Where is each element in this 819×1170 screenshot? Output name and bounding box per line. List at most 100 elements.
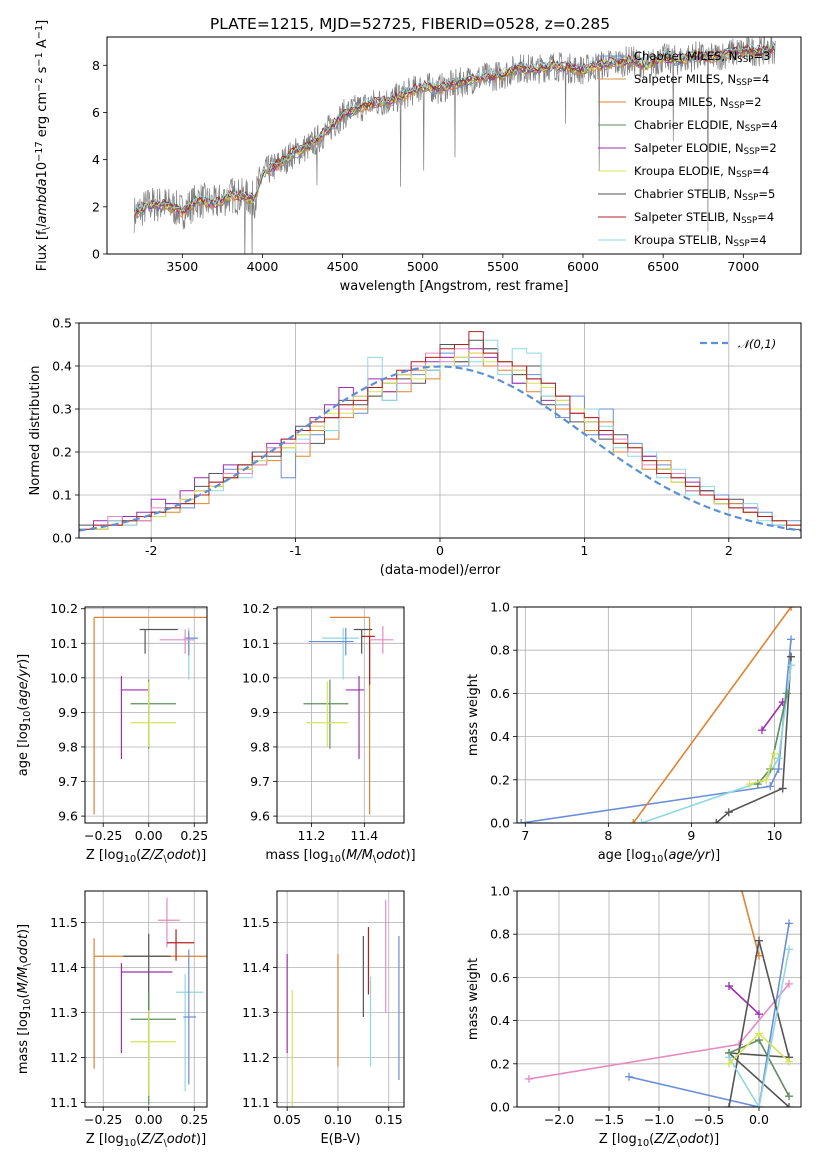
x-tick-label: 0.05 (273, 1112, 301, 1127)
y-tick-label: 0 (92, 247, 100, 262)
x-tick-label: 0.0 (749, 1112, 769, 1127)
plot-area-mass_weight_vs_Z (525, 876, 793, 1107)
weight-line (628, 923, 790, 1107)
panel-residuals: -2 -1 0 1 2 0.0 0.1 0.2 0.3 0.4 0.5 (data-model)/er… (28, 316, 802, 578)
data-point-marker (525, 1074, 533, 1083)
x-axis-label: E(B-V) (320, 1132, 360, 1147)
x-axis-label: wavelength [Angstrom, rest frame] (340, 279, 569, 294)
data-point-marker (787, 661, 796, 670)
plot-area-age_vs_mass (303, 616, 394, 815)
y-tick-label: 11.3 (50, 1005, 78, 1020)
x-tick-label: 7 (521, 828, 529, 843)
x-tick-label: 0 (436, 543, 444, 558)
data-point-marker (724, 808, 733, 817)
plot-area-age_vs_Z (93, 616, 207, 815)
axes-frame (516, 606, 802, 824)
y-tick-label: 0.4 (52, 359, 72, 374)
panel-mass_vs_ebv: 0.05 0.10 0.15 11.1 11.2 11.3 11.4 11.5 E(B-V) (242, 890, 405, 1147)
weight-line (521, 639, 792, 823)
data-point-marker (785, 979, 793, 988)
y-tick-label: 0.8 (490, 927, 510, 942)
x-tick-label: 2 (725, 543, 733, 558)
x-tick-label: −0.25 (84, 828, 122, 843)
y-tick-label: 11.4 (242, 960, 270, 975)
y-tick-label: 0.5 (52, 316, 72, 331)
axes-frame (276, 890, 405, 1108)
y-tick-label: 0.6 (490, 686, 510, 701)
legend-residuals: 𝒩(0,1) (700, 337, 776, 351)
x-tick-label: 0.00 (135, 1112, 163, 1127)
legend-entry: Chabrier ELODIE, NSSP=4 (634, 118, 778, 134)
y-tick-label: 0.4 (490, 1013, 510, 1028)
x-tick-label: 11.4 (350, 828, 378, 843)
plot-area-spectrum (133, 37, 776, 254)
y-tick-label: 0.2 (490, 772, 510, 787)
data-point-marker (762, 775, 771, 784)
legend-spectrum: Chabrier MILES, NSSP=3 Salpeter MILES, NS… (598, 49, 778, 249)
y-tick-label: 10.0 (50, 670, 78, 685)
data-point-marker (517, 819, 526, 823)
legend-entry: Kroupa STELIB, NSSP=4 (634, 233, 767, 249)
legend-entry: 𝒩(0,1) (738, 337, 776, 351)
data-point-marker (637, 819, 646, 823)
x-axis-label: age [log10(age/yr)] (598, 848, 721, 865)
legend-entry: Salpeter ELODIE, NSSP=2 (634, 141, 777, 157)
plot-area-residuals (79, 331, 801, 538)
y-tick-label: 9.7 (250, 774, 270, 789)
weight-line (728, 949, 790, 1107)
x-tick-label: 0.25 (180, 828, 208, 843)
x-tick-label: 4000 (247, 259, 279, 274)
data-point-marker (785, 1057, 793, 1066)
axes-frame (84, 890, 208, 1108)
x-tick-label: 10 (766, 828, 782, 843)
chart-title: PLATE=1215, MJD=52725, FIBERID=0528, z=0… (210, 15, 610, 33)
x-tick-label: 11.2 (297, 828, 325, 843)
data-point-marker (787, 635, 796, 644)
y-tick-label: 11.4 (50, 960, 78, 975)
y-tick-label: 2 (92, 199, 100, 214)
y-tick-label: 1.0 (490, 600, 510, 615)
panel-mass_weight_vs_Z: −2.0 −1.5 −1.0 −0.5 0.0 0.0 0.2 0.4 0.6 0.8 1.0 Z [… (466, 876, 802, 1149)
y-tick-label: 9.8 (250, 739, 270, 754)
y-axis-label: mass weight (466, 958, 481, 1040)
y-tick-label: 1.0 (490, 884, 510, 899)
data-point-marker (712, 819, 721, 823)
model-line (133, 40, 776, 215)
data-point-marker (745, 780, 754, 789)
x-tick-label: 5500 (487, 259, 519, 274)
plot-area-mass_vs_ebv (286, 900, 400, 1107)
y-tick-label: 11.2 (50, 1050, 78, 1065)
y-tick-label: 10.1 (242, 636, 270, 651)
spectrum-data-line (133, 37, 776, 254)
y-axis-label: mass [log10(M/M\odot)] (16, 924, 33, 1074)
y-tick-label: 8 (92, 58, 100, 73)
y-tick-label: 0.4 (490, 729, 510, 744)
y-tick-label: 10.2 (50, 601, 78, 616)
data-point-marker (774, 765, 783, 773)
data-point-marker (755, 936, 763, 945)
y-tick-label: 4 (92, 152, 100, 167)
x-tick-label: 9 (687, 828, 695, 843)
x-tick-label: 7000 (727, 259, 759, 274)
data-point-marker (778, 784, 787, 793)
y-axis-label: age [log10(age/yr)] (16, 654, 33, 777)
y-tick-label: 0.1 (52, 488, 72, 503)
legend-entry: Salpeter STELIB, NSSP=4 (634, 210, 774, 226)
axes-frame (106, 36, 802, 255)
data-point-marker (735, 876, 743, 884)
data-point-marker (787, 652, 796, 661)
y-tick-label: 9.6 (250, 809, 270, 824)
x-tick-label: −1.0 (644, 1112, 674, 1127)
y-axis-label: mass weight (466, 674, 481, 756)
data-point-marker (725, 1103, 733, 1107)
x-axis-label: Z [log10(Z/Z\odot)] (86, 1132, 206, 1149)
histogram-step (79, 331, 801, 538)
y-tick-label: 9.9 (58, 705, 78, 720)
plot-area-mass_vs_Z (93, 897, 207, 1105)
data-point-marker (755, 1103, 763, 1107)
y-tick-label: 0.8 (490, 643, 510, 658)
x-tick-label: 8 (604, 828, 612, 843)
data-point-marker (735, 1040, 743, 1049)
data-point-marker (785, 919, 793, 928)
